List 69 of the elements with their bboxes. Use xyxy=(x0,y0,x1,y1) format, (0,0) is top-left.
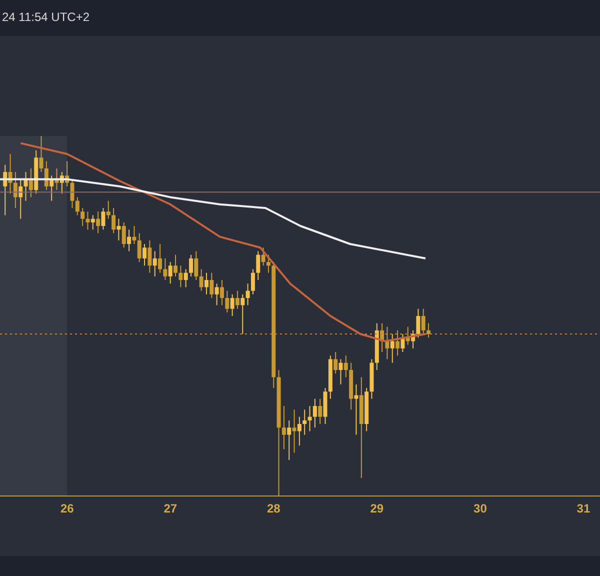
x-tick-label: 29 xyxy=(370,502,384,516)
candlestick xyxy=(312,398,317,428)
candlestick xyxy=(70,178,74,208)
x-tick-label: 27 xyxy=(164,502,178,516)
candlestick xyxy=(106,200,110,220)
text: 24 11:54 UTC+2 xyxy=(2,10,90,24)
candlestick xyxy=(112,208,116,234)
candlestick xyxy=(90,214,95,230)
candlestick xyxy=(292,409,296,454)
candlestick xyxy=(421,308,426,334)
candlestick xyxy=(396,330,400,356)
candlestick xyxy=(318,398,322,424)
candlestick xyxy=(214,283,219,306)
candlestick xyxy=(250,268,255,295)
candlestick xyxy=(116,218,121,241)
candlestick xyxy=(308,406,312,432)
candlestick xyxy=(158,244,162,274)
candlestick xyxy=(261,247,266,266)
candlestick xyxy=(80,208,85,226)
candlestick xyxy=(24,172,28,202)
candlestick xyxy=(13,172,18,208)
candlestick xyxy=(416,308,420,338)
candlestick xyxy=(96,211,100,234)
candlestick xyxy=(184,268,188,288)
candlestick xyxy=(142,244,147,266)
candlestick xyxy=(39,136,44,172)
candlestick xyxy=(50,175,54,202)
candlestick xyxy=(287,420,292,460)
candlestick xyxy=(199,268,204,292)
candlestick xyxy=(297,416,302,446)
candlestick xyxy=(148,240,152,274)
candlestick xyxy=(354,384,358,436)
x-tick-label: 30 xyxy=(474,502,488,516)
candlestick xyxy=(168,262,172,284)
candlestick xyxy=(178,265,183,288)
candlestick xyxy=(28,168,33,198)
candlestick xyxy=(230,294,234,316)
candlestick xyxy=(256,250,260,280)
candlestick xyxy=(75,196,80,216)
candlestick xyxy=(390,334,394,364)
candlestick xyxy=(240,294,245,334)
candlestick xyxy=(266,254,270,274)
candlestick xyxy=(426,322,431,338)
candlestick xyxy=(174,254,178,277)
candlestick xyxy=(152,250,157,277)
candlestick xyxy=(127,229,132,252)
x-tick-label: 31 xyxy=(576,502,590,516)
candlestick xyxy=(344,355,348,378)
candlestick xyxy=(86,211,90,230)
candlestick xyxy=(220,280,224,306)
candlestick xyxy=(338,358,343,385)
candlestick xyxy=(163,258,168,280)
candlestick xyxy=(302,409,307,436)
candlestick xyxy=(137,232,142,262)
candlestick xyxy=(282,406,286,450)
candlestick xyxy=(246,283,250,306)
candlestick xyxy=(225,290,230,313)
candlestick xyxy=(385,326,390,360)
candlestick xyxy=(235,290,240,310)
candlestick xyxy=(334,352,338,374)
candlestick xyxy=(132,226,136,244)
candlestick xyxy=(210,272,214,298)
x-tick-label: 26 xyxy=(60,502,74,516)
x-tick-label: 28 xyxy=(266,502,281,516)
candlestick xyxy=(204,272,208,295)
candlestick xyxy=(101,208,106,230)
candlestick xyxy=(189,254,193,277)
candlestick xyxy=(122,222,126,248)
candlestick xyxy=(194,250,198,280)
